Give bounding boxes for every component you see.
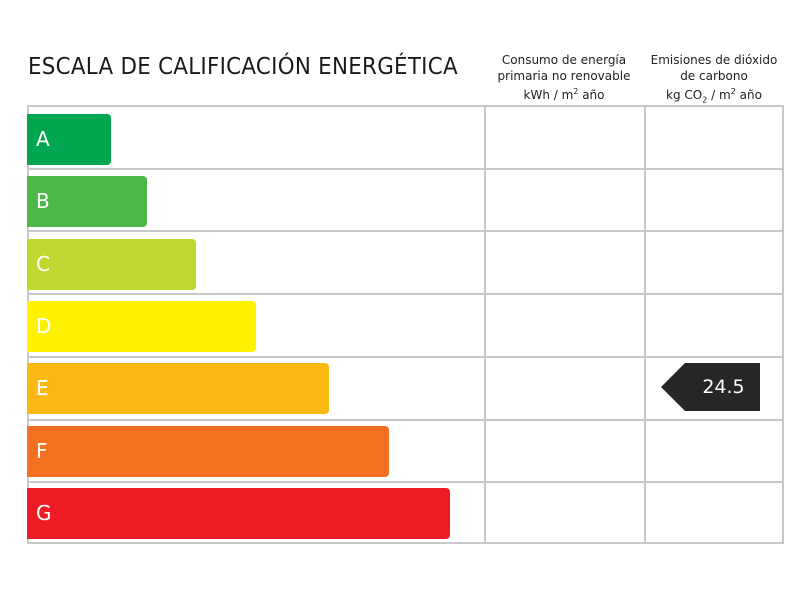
header-unit: kg CO2 / m2 año [626, 84, 800, 108]
header-line: de carbono [680, 68, 748, 83]
arrow-icon [661, 363, 760, 411]
rating-label: B [36, 189, 50, 214]
row-divider [29, 481, 782, 484]
row-divider [29, 418, 782, 421]
emissions-value: 24.5 [702, 376, 745, 398]
rating-bar-d: D [27, 300, 256, 352]
unit-sup: 2 [573, 87, 579, 96]
column-header-emissions: Emisiones de dióxido de carbono kg CO2 /… [626, 53, 800, 108]
unit-sub: 2 [702, 95, 708, 105]
rating-bar-a: A [27, 114, 111, 165]
rating-label: E [36, 376, 49, 401]
rating-bar-e: E [27, 363, 329, 415]
row-divider [29, 167, 782, 170]
unit-text: kWh / m [523, 88, 574, 102]
rating-bar-c: C [27, 238, 196, 290]
column-divider [484, 107, 486, 542]
rating-label: D [36, 313, 52, 338]
column-header-energy: Consumo de energía primaria no renovable… [484, 53, 644, 104]
header-line: Consumo de energía [501, 53, 627, 67]
unit-text: año [735, 88, 762, 102]
unit-text: año [578, 88, 605, 102]
rating-bar-f: F [27, 425, 389, 477]
emissions-indicator: 24.5 [661, 363, 760, 411]
row-divider [29, 355, 782, 358]
rating-label: F [36, 438, 48, 463]
rating-label: C [36, 251, 50, 276]
header-line: Emisiones de dióxido [650, 53, 778, 67]
row-divider [29, 293, 782, 296]
rating-grid [27, 105, 784, 544]
rating-label: A [36, 127, 50, 151]
unit-sup: 2 [730, 87, 736, 96]
rating-bar-b: B [27, 176, 147, 228]
row-divider [29, 230, 782, 233]
rating-label: G [36, 500, 52, 525]
rating-bar-g: G [27, 487, 450, 539]
page-title: ESCALA DE CALIFICACIÓN ENERGÉTICA [28, 54, 458, 80]
column-divider [644, 107, 646, 542]
unit-text: / m [707, 88, 731, 102]
header-line: primaria no renovable [497, 68, 631, 83]
header-unit: kWh / m2 año [484, 84, 644, 104]
unit-text: kg CO [666, 88, 703, 102]
